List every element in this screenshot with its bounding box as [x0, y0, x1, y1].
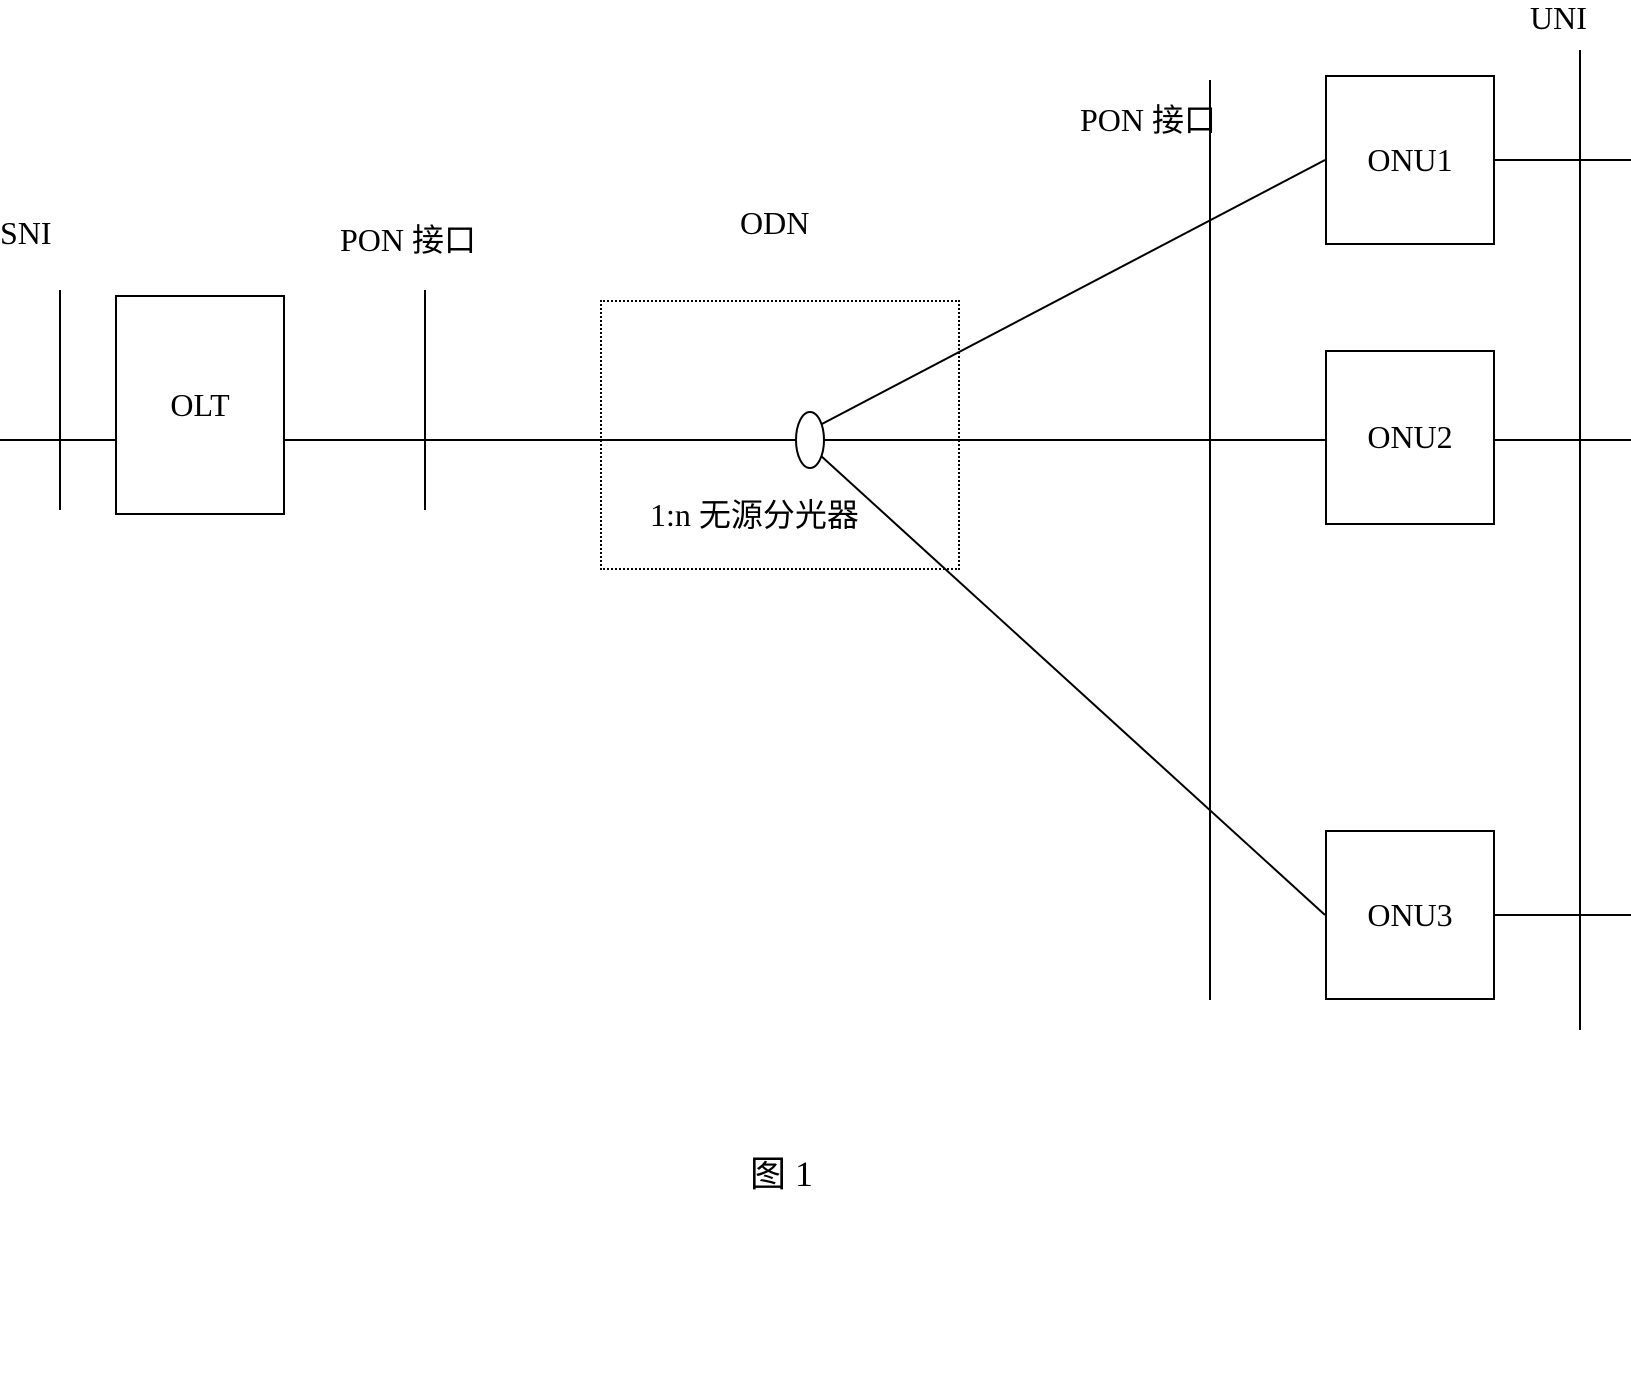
figure-caption: 图 1	[750, 1145, 813, 1197]
olt-label: OLT	[170, 387, 229, 424]
onu1-label: ONU1	[1367, 142, 1452, 179]
onu2-node: ONU2	[1325, 350, 1495, 525]
uni-label: UNI	[1530, 0, 1587, 37]
onu3-label: ONU3	[1367, 897, 1452, 934]
pon-right-label: PON 接口	[1080, 95, 1216, 141]
onu2-label: ONU2	[1367, 419, 1452, 456]
sni-label: SNI	[0, 215, 52, 252]
pon-left-label: PON 接口	[340, 215, 476, 261]
olt-node: OLT	[115, 295, 285, 515]
odn-label: ODN	[740, 205, 809, 242]
onu3-node: ONU3	[1325, 830, 1495, 1000]
pon-network-diagram: OLT ONU1 ONU2 ONU3 UNI SNI PON 接口 PON 接口…	[0, 0, 1631, 1374]
onu1-node: ONU1	[1325, 75, 1495, 245]
splitter-label: 1:n 无源分光器	[650, 490, 859, 536]
